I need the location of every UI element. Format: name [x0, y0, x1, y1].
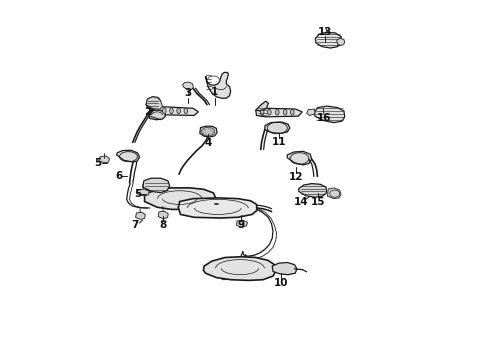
- Ellipse shape: [208, 128, 211, 130]
- Polygon shape: [200, 126, 217, 137]
- Ellipse shape: [208, 133, 211, 135]
- Text: 16: 16: [317, 113, 331, 123]
- Polygon shape: [205, 72, 231, 98]
- Text: 3: 3: [184, 88, 191, 98]
- Polygon shape: [299, 184, 327, 197]
- Polygon shape: [146, 97, 163, 111]
- Ellipse shape: [275, 109, 279, 115]
- Ellipse shape: [203, 132, 206, 134]
- Polygon shape: [256, 101, 269, 111]
- Ellipse shape: [260, 109, 264, 115]
- Text: 12: 12: [289, 172, 303, 182]
- Polygon shape: [315, 32, 342, 48]
- Polygon shape: [98, 156, 109, 163]
- Text: 5: 5: [134, 189, 141, 199]
- Ellipse shape: [201, 127, 215, 136]
- Text: 8: 8: [159, 220, 166, 230]
- Polygon shape: [327, 188, 341, 199]
- Polygon shape: [203, 257, 276, 280]
- Text: 4: 4: [205, 139, 212, 148]
- Text: 15: 15: [311, 197, 325, 207]
- Polygon shape: [178, 198, 257, 218]
- Polygon shape: [137, 189, 149, 196]
- Polygon shape: [236, 220, 247, 227]
- Ellipse shape: [291, 109, 294, 115]
- Polygon shape: [146, 97, 161, 110]
- Polygon shape: [287, 151, 312, 165]
- Polygon shape: [272, 262, 297, 275]
- Polygon shape: [183, 82, 194, 90]
- Polygon shape: [256, 108, 302, 117]
- Ellipse shape: [283, 109, 287, 115]
- Text: 1: 1: [211, 87, 218, 97]
- Ellipse shape: [211, 131, 214, 133]
- Polygon shape: [151, 107, 198, 116]
- Ellipse shape: [163, 108, 166, 114]
- Text: 13: 13: [318, 27, 333, 36]
- Polygon shape: [307, 109, 315, 116]
- Polygon shape: [143, 178, 170, 193]
- Text: 11: 11: [272, 138, 286, 147]
- Polygon shape: [265, 122, 290, 134]
- Ellipse shape: [268, 109, 271, 115]
- Text: 5: 5: [95, 158, 101, 168]
- Text: 7: 7: [131, 220, 139, 230]
- Text: 6: 6: [115, 171, 122, 181]
- Polygon shape: [149, 110, 166, 120]
- Polygon shape: [117, 150, 140, 162]
- Text: 10: 10: [273, 278, 288, 288]
- Polygon shape: [315, 106, 344, 123]
- Polygon shape: [136, 212, 146, 220]
- Ellipse shape: [177, 108, 180, 114]
- Ellipse shape: [170, 108, 173, 114]
- Text: 14: 14: [294, 197, 309, 207]
- Text: 2: 2: [144, 107, 151, 117]
- Ellipse shape: [203, 129, 206, 131]
- Ellipse shape: [184, 108, 188, 114]
- Polygon shape: [158, 211, 168, 219]
- Text: 9: 9: [238, 220, 245, 230]
- Polygon shape: [337, 39, 344, 45]
- Polygon shape: [145, 188, 216, 210]
